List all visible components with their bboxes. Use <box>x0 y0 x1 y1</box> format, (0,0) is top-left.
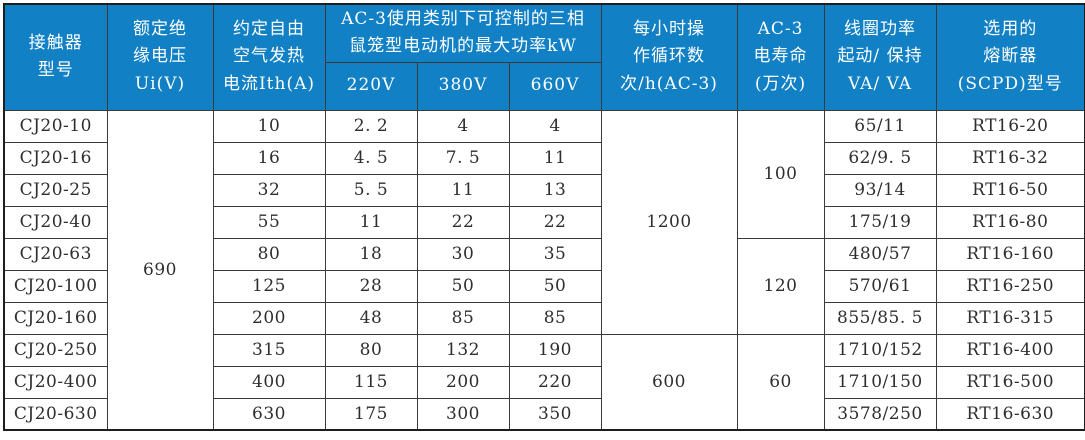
cell-coil: 570/61 <box>823 269 937 303</box>
cell-ith: 32 <box>212 173 326 207</box>
cell-ith: 16 <box>212 141 326 175</box>
header-model: 接触器 型号 <box>3 3 108 111</box>
cell-kw660: 13 <box>508 173 602 207</box>
cell-kw220: 5. 5 <box>324 173 418 207</box>
cell-coil: 3578/250 <box>823 397 937 431</box>
cell-model: CJ20-630 <box>3 397 108 431</box>
table-row: CJ20-100 125 28 50 50 570/61 RT16-250 <box>3 269 1085 303</box>
cell-electrical-life: 120 <box>736 237 825 335</box>
cell-model: CJ20-63 <box>3 237 108 271</box>
cell-kw660: 220 <box>508 365 602 399</box>
cell-ops-per-hour: 600 <box>600 333 738 431</box>
cell-model: CJ20-400 <box>3 365 108 399</box>
cell-kw220: 11 <box>324 205 418 239</box>
cell-coil: 480/57 <box>823 237 937 271</box>
cell-kw220: 175 <box>324 397 418 431</box>
cell-model: CJ20-25 <box>3 173 108 207</box>
cell-ith: 630 <box>212 397 326 431</box>
cell-kw660: 50 <box>508 269 602 303</box>
cell-insulation-voltage: 690 <box>106 109 214 431</box>
header-electrical-life: AC-3 电寿命 (万次) <box>736 3 825 111</box>
cell-model: CJ20-10 <box>3 109 108 143</box>
cell-kw660: 190 <box>508 333 602 367</box>
cell-electrical-life: 60 <box>736 333 825 431</box>
cell-kw660: 35 <box>508 237 602 271</box>
cell-kw380: 200 <box>416 365 510 399</box>
cell-fuse: RT16-250 <box>935 269 1085 303</box>
cell-ith: 10 <box>212 109 326 143</box>
cell-kw660: 4 <box>508 109 602 143</box>
cell-fuse: RT16-50 <box>935 173 1085 207</box>
header-660v: 660V <box>508 61 602 111</box>
cell-kw380: 4 <box>416 109 510 143</box>
cell-kw220: 48 <box>324 301 418 335</box>
cell-ith: 400 <box>212 365 326 399</box>
cell-kw220: 28 <box>324 269 418 303</box>
cell-kw220: 2. 2 <box>324 109 418 143</box>
cell-fuse: RT16-315 <box>935 301 1085 335</box>
cell-model: CJ20-250 <box>3 333 108 367</box>
cell-kw220: 80 <box>324 333 418 367</box>
table-row: CJ20-10 690 10 2. 2 4 4 1200 100 65/11 R… <box>3 109 1085 431</box>
cell-kw220: 115 <box>324 365 418 399</box>
cell-kw660: 350 <box>508 397 602 431</box>
cell-model: CJ20-16 <box>3 141 108 175</box>
table-row: CJ20-25 32 5. 5 11 13 93/14 RT16-50 <box>3 173 1085 207</box>
cell-coil: 93/14 <box>823 173 937 207</box>
table-row: CJ20-40 55 11 22 22 175/19 RT16-80 <box>3 205 1085 239</box>
cell-fuse: RT16-32 <box>935 141 1085 175</box>
cell-model: CJ20-40 <box>3 205 108 239</box>
table-row: CJ20-63 80 18 30 35 120 480/57 RT16-160 <box>3 237 1085 335</box>
cell-coil: 1710/150 <box>823 365 937 399</box>
table-row: CJ20-400 400 115 200 220 1710/150 RT16-5… <box>3 365 1085 399</box>
cell-kw380: 85 <box>416 301 510 335</box>
cell-kw660: 11 <box>508 141 602 175</box>
header-max-power-group: AC-3使用类别下可控制的三相 鼠笼型电动机的最大功率kW <box>324 3 602 63</box>
table-row: CJ20-630 630 175 300 350 3578/250 RT16-6… <box>3 397 1085 431</box>
cell-coil: 65/11 <box>823 109 937 143</box>
cell-coil: 62/9. 5 <box>823 141 937 175</box>
cell-fuse: RT16-20 <box>935 109 1085 143</box>
cell-kw380: 30 <box>416 237 510 271</box>
cell-kw380: 11 <box>416 173 510 207</box>
cell-kw220: 18 <box>324 237 418 271</box>
header-380v: 380V <box>416 61 510 111</box>
cell-ops-per-hour: 1200 <box>600 109 738 335</box>
table-row: CJ20-16 16 4. 5 7. 5 11 62/9. 5 RT16-32 <box>3 141 1085 175</box>
header-coil-power: 线圈功率 起动/ 保持 VA/ VA <box>823 3 937 111</box>
cell-electrical-life: 100 <box>736 109 825 239</box>
header-220v: 220V <box>324 61 418 111</box>
cell-kw220: 4. 5 <box>324 141 418 175</box>
cell-kw380: 300 <box>416 397 510 431</box>
cell-coil: 175/19 <box>823 205 937 239</box>
header-insulation-voltage: 额定绝 缘电压 Ui(V) <box>106 3 214 111</box>
cell-fuse: RT16-160 <box>935 237 1085 271</box>
table-row: CJ20-250 315 80 132 190 600 60 1710/152 … <box>3 333 1085 431</box>
cell-model: CJ20-100 <box>3 269 108 303</box>
cell-kw660: 85 <box>508 301 602 335</box>
cell-model: CJ20-160 <box>3 301 108 335</box>
cell-kw660: 22 <box>508 205 602 239</box>
header-ops-per-hour: 每小时操 作循环数 次/h(AC-3) <box>600 3 738 111</box>
cell-kw380: 7. 5 <box>416 141 510 175</box>
cell-fuse: RT16-630 <box>935 397 1085 431</box>
cell-coil: 855/85. 5 <box>823 301 937 335</box>
cell-ith: 80 <box>212 237 326 271</box>
cell-ith: 55 <box>212 205 326 239</box>
header-fuse: 选用的 熔断器 (SCPD)型号 <box>935 3 1085 111</box>
cell-fuse: RT16-80 <box>935 205 1085 239</box>
cell-ith: 200 <box>212 301 326 335</box>
cell-kw380: 132 <box>416 333 510 367</box>
cell-ith: 125 <box>212 269 326 303</box>
cell-coil: 1710/152 <box>823 333 937 367</box>
contactor-spec-table: 接触器 型号 额定绝 缘电压 Ui(V) 约定自由 空气发热 电流Ith(A) … <box>3 3 1085 431</box>
cell-fuse: RT16-500 <box>935 365 1085 399</box>
cell-kw380: 22 <box>416 205 510 239</box>
header-thermal-current: 约定自由 空气发热 电流Ith(A) <box>212 3 326 111</box>
cell-ith: 315 <box>212 333 326 367</box>
cell-fuse: RT16-400 <box>935 333 1085 367</box>
cell-kw380: 50 <box>416 269 510 303</box>
